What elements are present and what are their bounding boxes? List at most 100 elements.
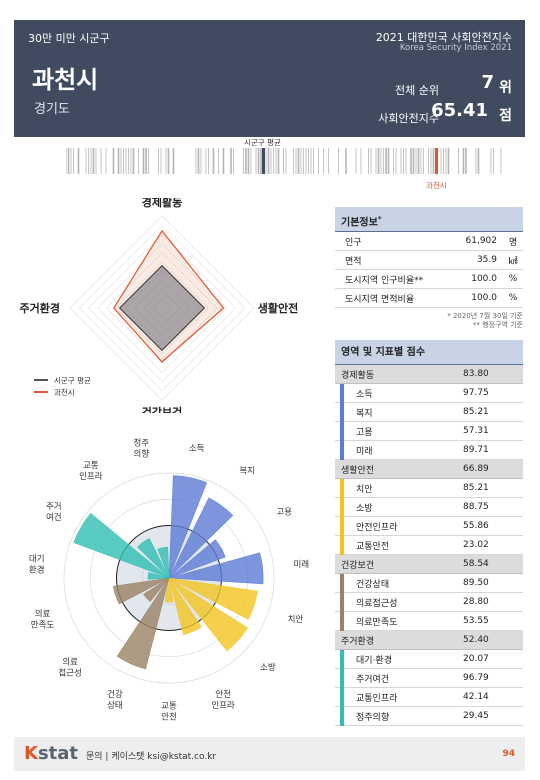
indicator-score: 89.71 [463,445,489,455]
indicator-row: 교통인프라 42.14 [335,687,523,707]
basic-info-title: 기본정보* [335,207,523,232]
indicator-name: 교통안전 [356,541,390,552]
info-unit: % [508,293,518,303]
rank-value: 7 [481,72,494,93]
indicator-row: 복지 85.21 [335,402,523,422]
radar-axis-label: 주거환경 [20,301,60,315]
radar-grid-ring [87,233,237,383]
score-unit: 점 [499,108,512,124]
polar-label: 건강 [107,689,123,700]
domain-color-bar [340,592,344,612]
polar-bar [147,572,170,580]
polar-label: 인프라 [79,471,103,482]
indicator-score: 88.75 [463,502,489,512]
polar-label: 인프라 [211,700,235,711]
polar-bar [73,512,170,579]
indicator-name: 대기·환경 [356,655,392,666]
info-value: 100.0 [471,274,497,284]
domain-row: 건강보건 58.54 [335,555,523,574]
strip-average-marker [262,148,265,174]
strip-average-label: 시군구 평균 [244,138,281,147]
polar-label: 주거 [46,502,62,512]
logo-k: K [24,743,38,764]
polar-bar [113,577,170,605]
domain-color-bar [340,649,344,669]
indicator-row: 건강상태 89.50 [335,573,523,593]
indicator-row: 안전인프라 55.86 [335,516,523,536]
polar-label: 치안 [288,614,304,625]
basic-info-title-mark: * [377,215,382,223]
indicator-name: 주거여건 [356,674,390,685]
legend-self-swatch [34,391,48,393]
indicator-score: 23.02 [463,540,489,550]
domain-score: 83.80 [463,369,489,379]
info-label: 인구 [345,237,362,248]
indicator-name: 의료만족도 [356,617,398,628]
radar-grid-ring [97,243,227,373]
polar-label: 만족도 [31,621,55,631]
indicator-row: 소방 88.75 [335,497,523,517]
indicator-score: 42.14 [463,692,489,702]
domain-color-bar [340,706,344,726]
polar-bar [168,539,226,579]
indicator-name: 정주의향 [356,712,390,723]
polar-label: 여건 [46,512,62,523]
info-label: 도시지역 면적비율 [345,294,415,305]
polar-label: 상태 [107,700,123,711]
province-name: 경기도 [34,102,70,117]
domain-color-bar [340,687,344,707]
polar-grid-ring [63,472,275,684]
info-note-1: * 2020년 7월 30일 기준 [447,312,523,320]
polar-label: 대기 [29,555,45,565]
polar-label: 환경 [29,565,45,576]
average-polygon [118,264,206,352]
indicator-row: 주거여건 96.79 [335,668,523,688]
header-banner: 30만 미만 시군구 2021 대한민국 사회안전지수 Korea Securi… [14,20,525,137]
rank-label: 전체 순위 [395,84,439,97]
polar-bar [168,475,208,579]
indicator-name: 고용 [356,427,373,438]
info-row: 인구 61,902 명 [335,232,523,251]
indicator-score: 20.07 [463,654,489,664]
basic-info-title-text: 기본정보 [341,217,378,229]
radar-grid-ring [69,215,255,401]
city-name: 과천시 [32,66,99,94]
scores-table: 영역 및 지표별 점수 경제활동 83.80 소득 97.75 복지 85.21 고용 57.… [335,340,523,726]
indicator-row: 미래 89.71 [335,440,523,460]
category-label: 30만 미만 시군구 [28,32,110,45]
ranking-strip [66,148,502,174]
info-row: 도시지역 면적비율 100.0% [335,289,523,308]
indicator-score: 89.50 [463,578,489,588]
legend-average-swatch [34,379,48,381]
polar-bar [157,546,170,579]
polar-label: 교통 [161,702,177,712]
indicator-name: 미래 [356,446,373,457]
radar-grid-ring [78,224,246,392]
kstat-logo: Kstat [24,743,78,764]
basic-info-table: 기본정보* 인구 61,902 명 면적 35.9 ㎢ 도시지역 인구비율** 100.0% 도… [335,207,523,330]
score-value: 65.41 [431,100,488,121]
polar-label: 의향 [134,448,150,459]
report-title: 2021 대한민국 사회안전지수 [375,31,512,44]
info-value: 35.9 [476,255,497,265]
polar-bar [164,577,174,603]
domain-color-bar [340,478,344,498]
logo-rest: stat [37,743,79,764]
radar-axis-label: 생활안전 [258,301,298,315]
indicator-row: 고용 57.31 [335,421,523,441]
polar-label: 의료 [35,609,51,620]
contact-info: 문의 | 케이스탯 ksi@kstat.co.kr [86,752,217,762]
domain-color-bar [340,516,344,536]
page-number: 94 [502,749,515,759]
legend-self-label: 과천시 [54,387,75,397]
indicator-row: 의료만족도 53.55 [335,611,523,631]
info-label: 면적 [345,256,362,267]
radar-grid-ring [115,261,209,355]
indicator-score: 85.21 [463,407,489,417]
scores-title: 영역 및 지표별 점수 [335,340,523,365]
indicator-name: 소득 [356,389,373,400]
indicator-name: 소방 [356,503,373,514]
polar-label: 고용 [276,508,292,518]
info-unit: ㎢ [508,256,518,267]
radar-legend: 시군구 평균 과천시 [34,374,91,398]
